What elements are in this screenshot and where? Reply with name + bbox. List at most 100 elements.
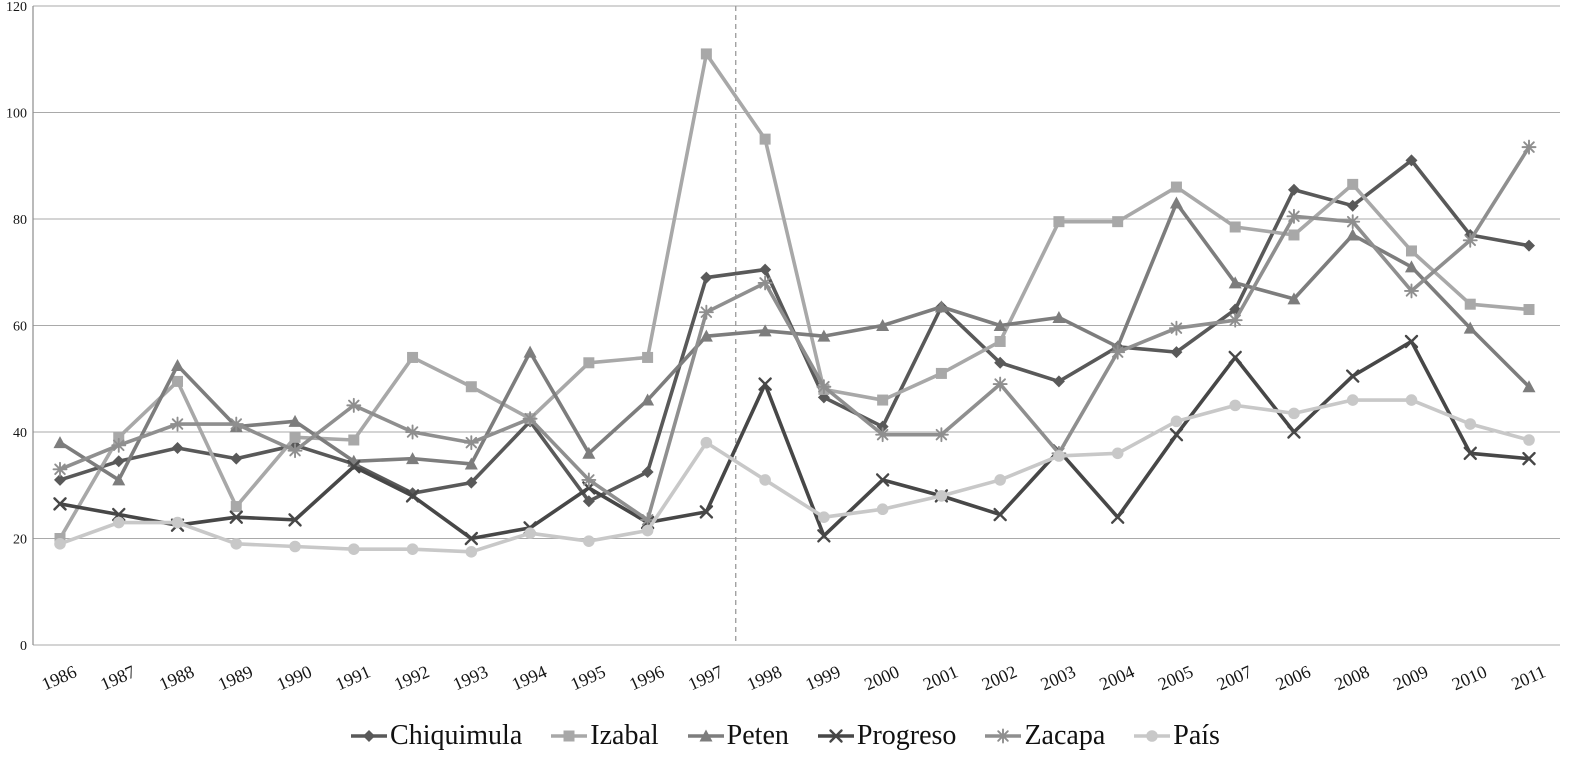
x-marker xyxy=(347,459,361,474)
asterisk-marker xyxy=(287,443,303,459)
square-marker xyxy=(1112,216,1124,228)
circle-marker xyxy=(700,436,713,449)
diamond-marker xyxy=(1523,239,1535,252)
x-marker xyxy=(464,531,479,546)
x-axis-tick-label-2000: 2000 xyxy=(861,661,902,694)
x-axis-tick-label-2006: 2006 xyxy=(1273,661,1314,694)
square-marker xyxy=(230,501,242,513)
x-marker xyxy=(875,473,890,487)
circle-marker xyxy=(641,524,654,537)
x-marker xyxy=(53,497,67,511)
diamond-marker xyxy=(994,356,1007,369)
y-axis-tick-label: 80 xyxy=(13,213,27,228)
square-marker xyxy=(935,367,947,379)
y-axis-tick-label: 100 xyxy=(6,107,27,122)
triangle-marker xyxy=(1169,196,1183,209)
x-axis-tick-label-2010: 2010 xyxy=(1449,661,1490,694)
x-axis-tick-label-2008: 2008 xyxy=(1331,661,1372,694)
triangle-marker xyxy=(464,457,478,470)
circle-marker xyxy=(1146,730,1159,742)
x-axis-tick-label-1992: 1992 xyxy=(391,661,432,694)
circle-marker xyxy=(1288,407,1300,420)
x-marker xyxy=(829,729,843,743)
triangle-marker xyxy=(876,319,890,331)
triangle-marker xyxy=(523,345,537,358)
triangle-marker xyxy=(641,393,655,406)
legend-square-icon xyxy=(551,730,588,742)
series-path-peten xyxy=(58,201,1531,482)
circle-marker xyxy=(348,543,360,555)
asterisk-marker xyxy=(463,435,479,451)
x-axis-tick-label-1998: 1998 xyxy=(744,661,785,694)
square-marker xyxy=(1464,298,1476,310)
asterisk-marker xyxy=(995,728,1011,744)
x-marker xyxy=(288,513,302,527)
square-marker xyxy=(1405,245,1417,257)
chart-legend: Chiquimula Izabal Peten Progreso Zacapa País xyxy=(0,722,1569,750)
x-axis-tick-label-1996: 1996 xyxy=(626,661,667,694)
square-marker xyxy=(1229,221,1241,233)
circle-marker xyxy=(1464,418,1477,430)
x-marker xyxy=(758,377,772,391)
legend-x-icon xyxy=(817,729,854,743)
asterisk-marker xyxy=(111,437,127,453)
triangle-marker xyxy=(1346,228,1360,241)
x-marker xyxy=(1404,334,1419,349)
asterisk-marker xyxy=(757,275,773,291)
square-marker xyxy=(1053,216,1065,228)
y-axis-tick-label: 60 xyxy=(13,320,27,335)
series-path-izabal xyxy=(58,52,1531,541)
diamond-marker xyxy=(1170,346,1183,359)
asterisk-marker xyxy=(1404,283,1419,299)
legend-item-progreso: Progreso xyxy=(816,722,956,750)
square-marker xyxy=(1288,229,1300,241)
square-marker xyxy=(1523,304,1535,316)
circle-marker xyxy=(230,538,243,550)
asterisk-marker xyxy=(1462,232,1478,248)
square-marker xyxy=(465,381,477,393)
plot-area: 0 20 40 60 80 100 120 1986 1987 1988 1989 1990 1991 1… xyxy=(6,0,1560,694)
triangle-marker xyxy=(758,324,772,337)
series-path-zacapa xyxy=(58,145,1531,522)
legend-label-chiquimula: Chiquimula xyxy=(390,720,523,751)
legend-label-peten: Peten xyxy=(726,720,789,751)
line-series-chiquimula xyxy=(54,154,1535,508)
circle-marker xyxy=(759,474,771,486)
asterisk-marker xyxy=(816,379,832,395)
circle-marker xyxy=(994,474,1006,486)
triangle-marker xyxy=(817,329,831,342)
legend-label-pais: País xyxy=(1173,720,1220,751)
x-axis-tick-label-1999: 1999 xyxy=(802,661,843,694)
diamond-marker xyxy=(641,465,654,478)
circle-marker xyxy=(1229,399,1241,412)
x-axis-tick-label-1993: 1993 xyxy=(450,661,491,694)
asterisk-marker xyxy=(581,472,597,488)
x-axis-tick-label-2011: 2011 xyxy=(1508,661,1548,694)
x-axis-tick-label-2005: 2005 xyxy=(1155,661,1196,694)
diamond-marker xyxy=(171,441,184,454)
legend-item-pais: País xyxy=(1132,722,1220,750)
triangle-marker xyxy=(1404,260,1418,273)
x-axis-tick-label-2002: 2002 xyxy=(979,661,1020,694)
square-marker xyxy=(289,431,301,443)
asterisk-marker xyxy=(1345,214,1361,230)
square-marker xyxy=(172,375,184,387)
asterisk-marker xyxy=(52,461,68,477)
triangle-marker xyxy=(53,436,67,449)
diamond-marker xyxy=(54,473,66,486)
x-axis-tick-label-1995: 1995 xyxy=(567,661,608,694)
circle-marker xyxy=(1053,450,1065,462)
legend-triangle-icon xyxy=(687,729,724,742)
asterisk-marker xyxy=(875,427,891,443)
line-series-zacapa xyxy=(52,139,1537,528)
diamond-marker xyxy=(1346,199,1359,212)
circle-marker xyxy=(465,546,478,558)
asterisk-marker xyxy=(346,397,362,413)
x-axis-tick-label-2007: 2007 xyxy=(1214,661,1255,694)
x-axis-tick-label-1987: 1987 xyxy=(97,661,138,694)
series-path-pais xyxy=(58,398,1531,554)
x-axis-tick-label-1989: 1989 xyxy=(215,661,256,694)
circle-marker xyxy=(935,490,948,502)
diamond-marker xyxy=(1405,154,1418,167)
triangle-marker xyxy=(288,414,302,427)
